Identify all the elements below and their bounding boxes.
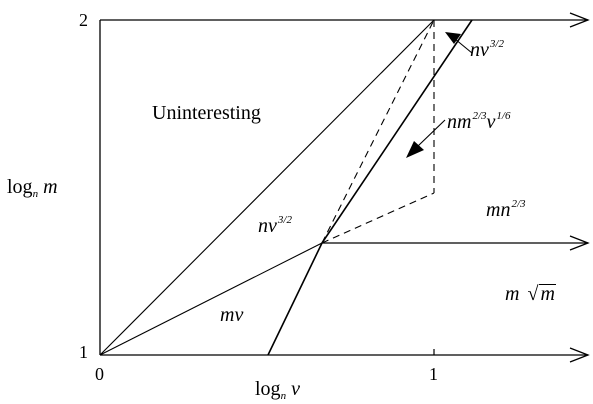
mn23-base: mn — [486, 199, 511, 221]
nm-v-exp: 1/6 — [496, 110, 511, 122]
region-label-uninteresting: Uninteresting — [152, 102, 261, 124]
steep-lower-line — [267, 242, 323, 356]
dashed-junction-to-top — [321, 19, 435, 244]
label-nm23v16: nm2/3v1/6 — [447, 110, 511, 135]
label-nv32-top: nv3/2 — [470, 38, 504, 63]
label-nv32-middle: nv3/2 — [258, 214, 292, 239]
sqrt-symbol: √ — [527, 283, 539, 305]
diagonal-m-equals-v — [99, 19, 435, 356]
x-axis-label-var: v — [291, 378, 300, 400]
nm-v-base: v — [486, 111, 496, 133]
x-axis-arrowhead — [569, 347, 590, 363]
line-origin-to-junction — [99, 242, 323, 356]
x-axis-label-base: n — [280, 390, 287, 402]
x-axis-label: logn v — [255, 379, 300, 402]
dashed-junction-to-right — [321, 192, 435, 244]
mn23-exp: 2/3 — [511, 198, 526, 210]
y-axis-label-base: n — [32, 188, 39, 200]
middle-arrowhead — [569, 235, 590, 251]
nv32-middle-base: nv — [258, 215, 277, 237]
region-label-msqrtm: m √ m — [505, 284, 556, 304]
nv32-top-base: nv — [470, 39, 489, 61]
x-tick-label-1: 1 — [429, 364, 438, 384]
region-label-mn23: mn2/3 — [486, 198, 526, 223]
steep-upper-line — [321, 19, 473, 244]
arrow-nm-head — [406, 141, 424, 158]
y-axis-label-var: m — [43, 176, 58, 198]
arrow-nm-shaft — [417, 119, 446, 147]
y-axis-label-log: log — [7, 176, 33, 198]
y-axis-label: logn m — [7, 177, 58, 200]
x-tick-label-0: 0 — [95, 364, 104, 384]
nv32-middle-exp: 3/2 — [277, 214, 292, 226]
arrow-nv32-top-head — [445, 32, 461, 44]
x-axis-label-log: log — [255, 378, 281, 400]
top-arrowhead — [569, 12, 590, 28]
region-label-mv: mv — [220, 304, 244, 326]
y-tick-label-1: 1 — [79, 342, 88, 362]
msqrtm-radicand: m — [539, 283, 556, 305]
arrow-nv32-top-shaft — [454, 38, 473, 54]
nm-exp: 2/3 — [472, 110, 487, 122]
y-tick-label-2: 2 — [79, 10, 88, 30]
nm-base: nm — [447, 111, 472, 133]
nv32-top-exp: 3/2 — [489, 38, 504, 50]
msqrtm-left: m — [505, 283, 520, 305]
